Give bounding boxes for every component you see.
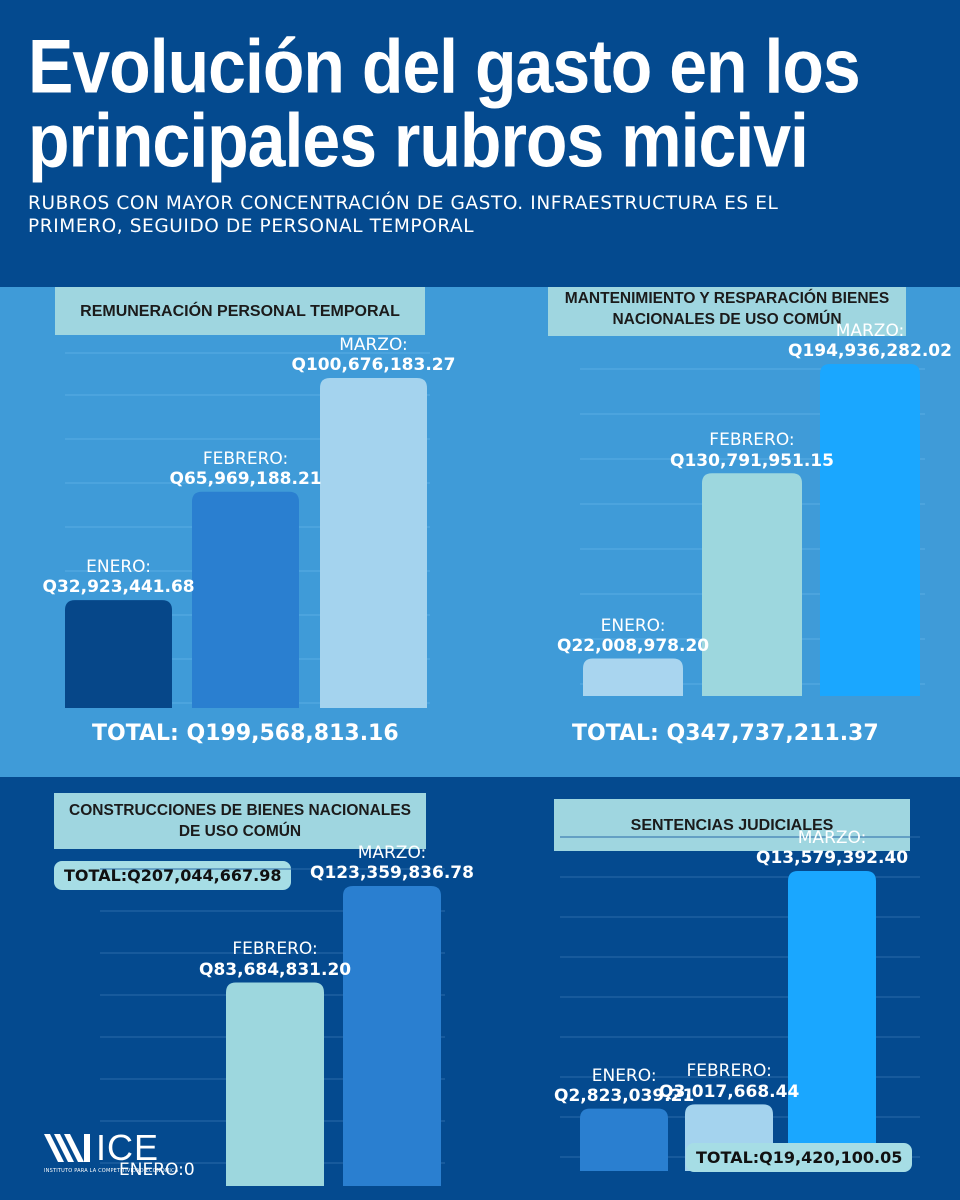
bar-value-label: Q2,823,039.21 (554, 1086, 695, 1107)
bar-value-label: Q32,923,441.68 (42, 577, 195, 598)
bar-value-label: Q65,969,188.21 (169, 469, 322, 490)
ice-logo: ICE INSTITUTO PARA LA COMPETITIVIDAD ECO… (44, 1127, 178, 1176)
ice-logo-text: ICE (96, 1127, 160, 1168)
bar-label-1: ENERO: Q22,008,978.20 (557, 616, 709, 657)
bar-label-3: MARZO: Q100,676,183.27 (292, 335, 456, 376)
chart-total: TOTAL: Q347,737,211.37 (572, 721, 879, 746)
bar-1 (580, 1108, 668, 1171)
bar-value-label: Q100,676,183.27 (291, 355, 456, 376)
chart-title: CONSTRUCCIONES DE BIENES NACIONALES DE U… (54, 793, 426, 849)
bar-month-label: ENERO:0 (119, 1160, 195, 1180)
chart-svg (65, 352, 430, 708)
chart-panel-remuneracion: REMUNERACIÓN PERSONAL TEMPORAL TOTAL: Q1… (0, 287, 480, 777)
bar-month-label: ENERO: (591, 1065, 657, 1086)
bar-3 (820, 364, 920, 696)
bar-label-3: MARZO: Q194,936,282.02 (788, 321, 952, 362)
bar-1 (65, 600, 172, 708)
bar-month-label: ENERO: (86, 557, 151, 578)
bar-month-label: ENERO: (600, 615, 666, 636)
bar-label-3: MARZO: Q13,579,392.40 (756, 828, 908, 869)
bar-label-1: ENERO: Q32,923,441.68 (43, 557, 195, 598)
chart-panel-sentencias: SENTENCIAS JUDICIALES TOTAL:Q19,420,100.… (480, 777, 960, 1200)
bar-label-3: MARZO: Q123,359,836.78 (310, 843, 474, 884)
bar-3 (788, 871, 876, 1171)
bar-3 (343, 886, 441, 1186)
bar-2 (192, 491, 299, 708)
bar-label-1: ENERO:0 (119, 1160, 195, 1180)
bar-month-label: FEBRERO: (202, 448, 289, 469)
bar-month-label: FEBRERO: (686, 1061, 772, 1082)
bar-value-label: Q194,936,282.02 (788, 341, 952, 362)
bar-month-label: MARZO: (357, 843, 427, 863)
bar-value-label: Q130,791,951.15 (670, 450, 834, 471)
bar-2 (226, 982, 324, 1186)
page-subtitle: RUBROS CON MAYOR CONCENTRACIÓN DE GASTO.… (28, 193, 779, 237)
bar-value-label: Q13,579,392.40 (756, 848, 909, 869)
bar-month-label: FEBRERO: (232, 939, 318, 960)
bar-label-1: ENERO: Q2,823,039.21 (554, 1066, 694, 1107)
bar-month-label: MARZO: (797, 828, 867, 848)
chart-total: TOTAL:Q207,044,667.98 (54, 861, 292, 890)
ice-logo-subtext: INSTITUTO PARA LA COMPETITIVIDAD ECONÓMI… (44, 1168, 179, 1174)
bar-month-label: MARZO: (339, 335, 408, 355)
chart-total: TOTAL: Q199,568,813.16 (92, 721, 399, 746)
chart-total: TOTAL:Q19,420,100.05 (686, 1143, 913, 1172)
bar-label-2: FEBRERO: Q83,684,831.20 (199, 939, 351, 980)
ice-logo-mark-icon (44, 1134, 90, 1162)
bar-label-2: FEBRERO: Q130,791,951.15 (670, 430, 834, 471)
bar-value-label: Q123,359,836.78 (310, 863, 474, 884)
chart-title: MANTENIMIENTO Y RESPARACIÓN BIENES NACIO… (548, 287, 906, 336)
chart-panel-construcciones: CONSTRUCCIONES DE BIENES NACIONALES DE U… (0, 777, 480, 1200)
bar-1 (583, 658, 683, 696)
bar-label-2: FEBRERO: Q65,969,188.21 (170, 449, 322, 490)
chart-svg (100, 868, 445, 1186)
bar-value-label: Q3,017,668.44 (659, 1081, 800, 1102)
bar-2 (702, 473, 802, 696)
page-title: Evolución del gasto en los principales r… (28, 24, 861, 184)
bar-month-label: FEBRERO: (709, 430, 795, 451)
chart-title: REMUNERACIÓN PERSONAL TEMPORAL (55, 287, 425, 335)
chart-panel-mantenimiento: MANTENIMIENTO Y RESPARACIÓN BIENES NACIO… (480, 287, 960, 777)
bar-month-label: MARZO: (835, 321, 905, 341)
chart-title: SENTENCIAS JUDICIALES (554, 799, 910, 851)
bar-3 (320, 378, 427, 708)
bar-label-2: FEBRERO: Q3,017,668.44 (659, 1061, 799, 1102)
bar-value-label: Q22,008,978.20 (557, 635, 710, 656)
bar-value-label: Q83,684,831.20 (199, 959, 352, 980)
chart-svg (580, 364, 925, 696)
